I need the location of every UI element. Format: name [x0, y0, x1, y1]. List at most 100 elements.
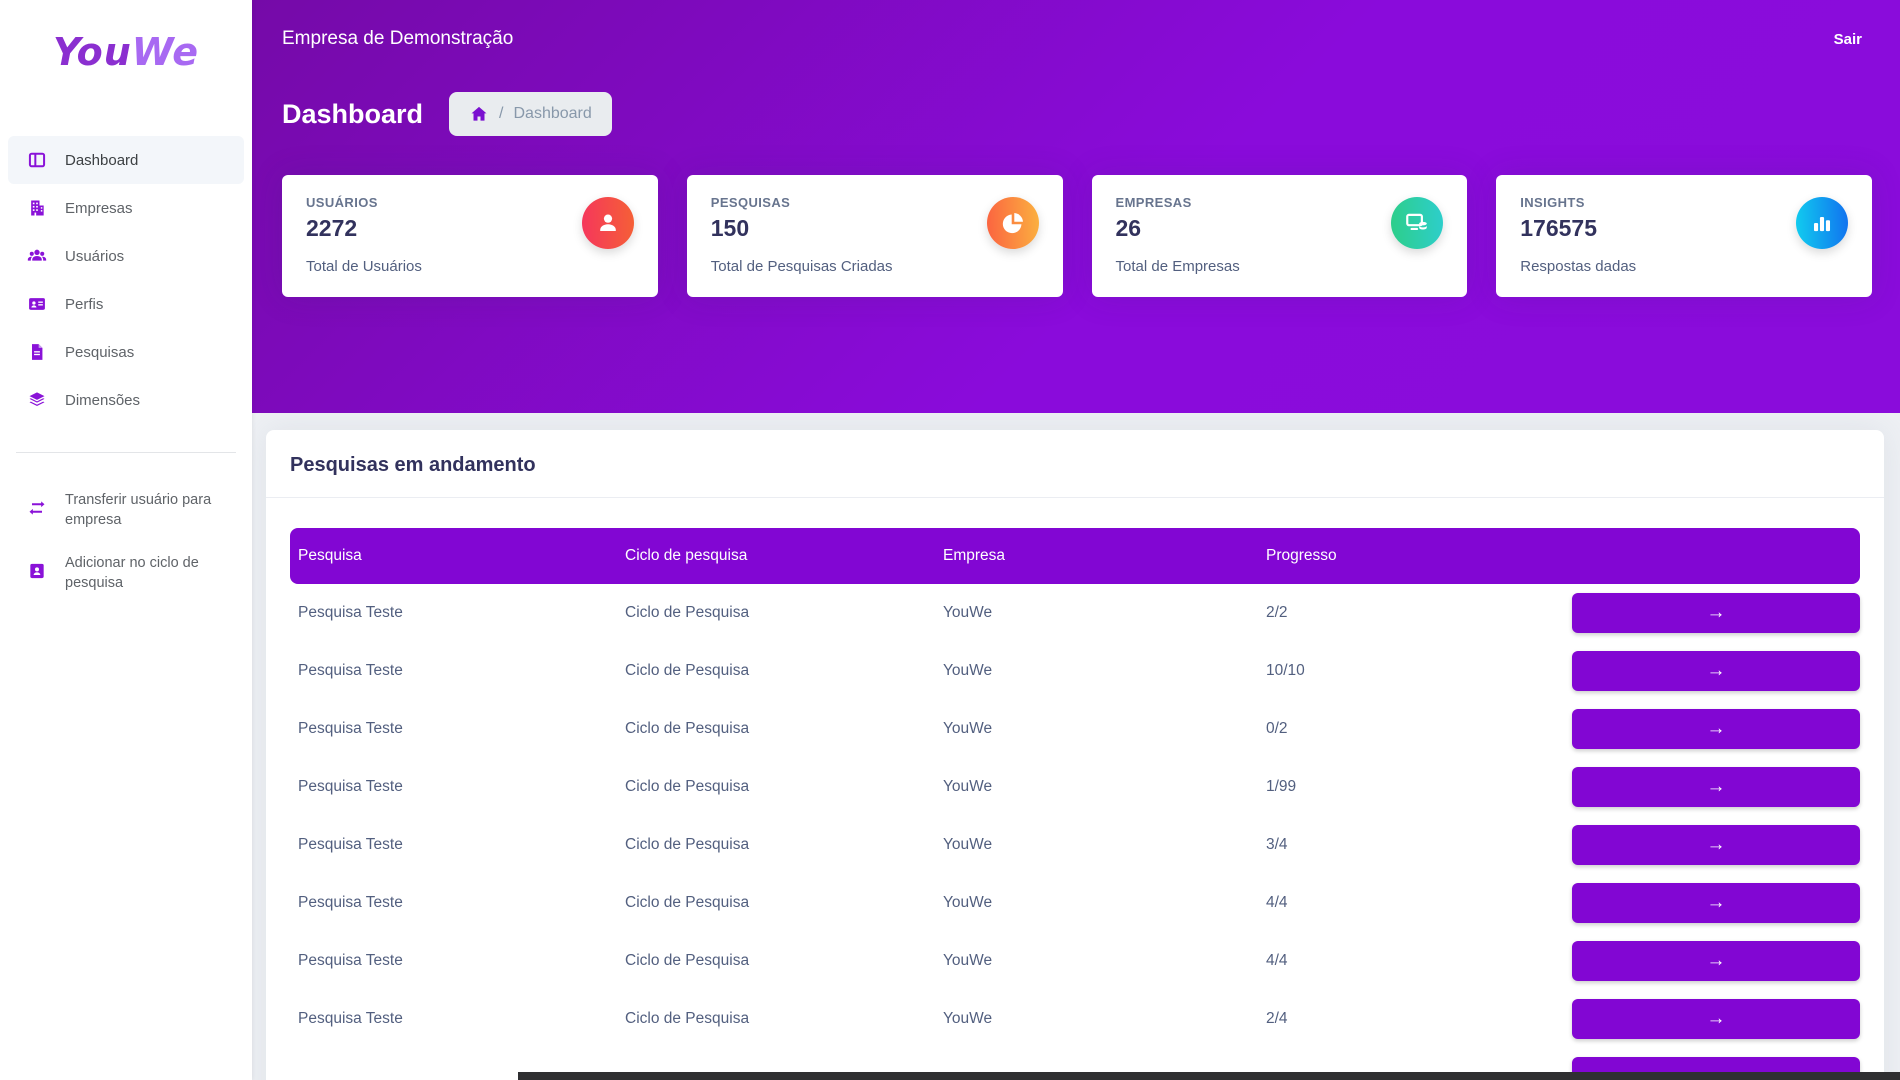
person-card-icon	[26, 560, 48, 582]
sidebar-item-empresas[interactable]: Empresas	[8, 184, 244, 232]
title-row: Dashboard / Dashboard	[252, 92, 1900, 136]
sidebar-item-pesquisas[interactable]: Pesquisas	[8, 328, 244, 376]
column-header-ciclo: Ciclo de pesquisa	[625, 547, 748, 564]
stat-card-empresas: EMPRESAS 26 Total de Empresas	[1091, 175, 1468, 297]
panel-body: Pesquisa Ciclo de pesquisa Empresa Progr…	[266, 498, 1884, 1080]
table-row: Pesquisa Teste Ciclo de Pesquisa YouWe 0…	[290, 700, 1860, 758]
table-row: Pesquisa Teste Ciclo de Pesquisa YouWe 1…	[290, 642, 1860, 700]
arrow-right-icon: →	[1706, 950, 1726, 971]
sidebar-menu: Dashboard Empresas Usuários Perfis	[0, 136, 252, 424]
open-pesquisa-button[interactable]: →	[1572, 999, 1860, 1039]
table-row: Pesquisa Teste Ciclo de Pesquisa YouWe 1…	[290, 758, 1860, 816]
sidebar-item-dashboard[interactable]: Dashboard	[8, 136, 244, 184]
table-row: Pesquisa Teste Ciclo de Pesquisa YouWe 3…	[290, 816, 1860, 874]
cell-empresa: YouWe	[943, 836, 993, 853]
page-header: Empresa de Demonstração Sair Dashboard /…	[252, 0, 1900, 413]
column-header-pesquisa: Pesquisa	[298, 547, 362, 564]
panel-header: Pesquisas em andamento	[266, 430, 1884, 498]
open-pesquisa-button[interactable]: →	[1572, 593, 1860, 633]
stat-label: EMPRESAS	[1115, 195, 1192, 210]
cell-empresa: YouWe	[943, 604, 993, 621]
logo-text-we: We	[131, 30, 200, 74]
cell-ciclo: Ciclo de Pesquisa	[625, 1010, 750, 1027]
logout-link[interactable]: Sair	[1833, 30, 1862, 48]
arrow-right-icon: →	[1706, 602, 1726, 623]
sidebar-divider	[16, 452, 236, 453]
column-header-empresa: Empresa	[943, 547, 1006, 564]
page-title: Dashboard	[282, 98, 424, 129]
arrow-right-icon: →	[1706, 776, 1726, 797]
open-pesquisa-button[interactable]: →	[1572, 883, 1860, 923]
stat-card-usuarios: USUÁRIOS 2272 Total de Usuários	[282, 175, 658, 297]
cell-ciclo: Ciclo de Pesquisa	[625, 836, 750, 853]
cell-empresa: YouWe	[943, 778, 993, 795]
sidebar-item-dimensoes[interactable]: Dimensões	[8, 376, 244, 424]
cell-ciclo: Ciclo de Pesquisa	[625, 720, 750, 737]
stat-value: 150	[710, 215, 750, 241]
breadcrumb-separator: /	[499, 105, 504, 122]
pie-chart-icon	[986, 197, 1039, 249]
cell-pesquisa: Pesquisa Teste	[298, 778, 403, 795]
stat-label: USUÁRIOS	[306, 195, 378, 210]
open-pesquisa-button[interactable]: →	[1572, 941, 1860, 981]
stat-cards: USUÁRIOS 2272 Total de Usuários PESQUISA…	[282, 175, 1872, 297]
breadcrumb-current: Dashboard	[513, 105, 592, 122]
topbar: Empresa de Demonstração Sair	[252, 0, 1900, 50]
table-row: Pesquisa Teste Ciclo de Pesquisa YouWe 2…	[290, 990, 1860, 1048]
sidebar-item-usuarios[interactable]: Usuários	[8, 232, 244, 280]
cell-ciclo: Ciclo de Pesquisa	[625, 662, 750, 679]
arrow-right-icon: →	[1706, 718, 1726, 739]
bar-chart-icon	[1796, 197, 1848, 249]
sidebar-item-label: Dimensões	[65, 391, 141, 409]
building-icon	[26, 197, 48, 219]
sidebar-item-perfis[interactable]: Perfis	[8, 280, 244, 328]
arrow-right-icon: →	[1706, 1008, 1726, 1029]
cell-empresa: YouWe	[943, 1010, 993, 1027]
table-row: Pesquisa Teste Ciclo de Pesquisa YouWe 2…	[290, 584, 1860, 642]
cell-empresa: YouWe	[943, 952, 993, 969]
stat-label: INSIGHTS	[1520, 195, 1585, 210]
home-icon[interactable]	[469, 104, 489, 124]
cell-progresso: 4/4	[1266, 894, 1288, 911]
money-screen-icon	[1391, 197, 1444, 249]
sidebar-tools: Transferir usuário para empresa Adiciona…	[0, 481, 252, 603]
cell-pesquisa: Pesquisa Teste	[298, 604, 403, 621]
arrow-right-icon: →	[1706, 834, 1726, 855]
cell-ciclo: Ciclo de Pesquisa	[625, 894, 750, 911]
cell-empresa: YouWe	[943, 720, 993, 737]
id-card-icon	[26, 293, 48, 315]
layers-icon	[26, 389, 48, 411]
cell-pesquisa: Pesquisa Teste	[298, 894, 403, 911]
stat-caption: Total de Empresas	[1115, 258, 1240, 275]
arrow-right-icon: →	[1706, 660, 1726, 681]
arrow-right-icon: →	[1706, 892, 1726, 913]
table-row: Pesquisa Teste Ciclo de Pesquisa YouWe 4…	[290, 874, 1860, 932]
cell-progresso: 10/10	[1266, 662, 1305, 679]
sidebar-item-label: Usuários	[65, 247, 125, 265]
cell-empresa: YouWe	[943, 894, 993, 911]
sidebar-item-transferir-usuario[interactable]: Transferir usuário para empresa	[8, 481, 244, 540]
sidebar-item-label: Empresas	[65, 199, 133, 217]
stat-card-pesquisas: PESQUISAS 150 Total de Pesquisas Criadas	[686, 175, 1063, 297]
stat-caption: Total de Usuários	[306, 258, 422, 275]
cell-ciclo: Ciclo de Pesquisa	[625, 952, 750, 969]
cell-pesquisa: Pesquisa Teste	[298, 720, 403, 737]
open-pesquisa-button[interactable]: →	[1572, 767, 1860, 807]
open-pesquisa-button[interactable]: →	[1572, 651, 1860, 691]
sidebar-item-adicionar-ciclo[interactable]: Adicionar no ciclo de pesquisa	[8, 544, 244, 603]
open-pesquisa-button[interactable]: →	[1572, 709, 1860, 749]
column-header-progresso: Progresso	[1266, 547, 1337, 564]
stat-caption: Respostas dadas	[1520, 258, 1637, 275]
open-pesquisa-button[interactable]: →	[1572, 825, 1860, 865]
pesquisas-panel: Pesquisas em andamento Pesquisa Ciclo de…	[266, 430, 1884, 1080]
table-header-row: Pesquisa Ciclo de pesquisa Empresa Progr…	[290, 528, 1860, 584]
sidebar: YouWe Dashboard Empresas Usuários	[0, 0, 252, 1080]
stat-caption: Total de Pesquisas Criadas	[710, 258, 893, 275]
stat-card-insights: INSIGHTS 176575 Respostas dadas	[1496, 175, 1872, 297]
main-area: Empresa de Demonstração Sair Dashboard /…	[252, 0, 1900, 1080]
cell-pesquisa: Pesquisa Teste	[298, 1010, 403, 1027]
cell-progresso: 4/4	[1266, 952, 1288, 969]
company-name: Empresa de Demonstração	[282, 28, 514, 49]
youwe-logo[interactable]: YouWe	[0, 30, 252, 74]
stat-value: 26	[1115, 215, 1142, 241]
